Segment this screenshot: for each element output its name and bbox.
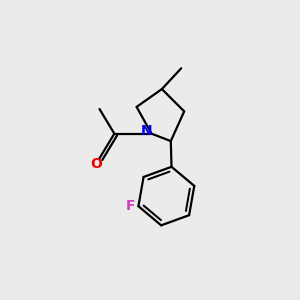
Text: N: N	[140, 124, 152, 138]
Text: F: F	[126, 199, 136, 213]
Text: O: O	[91, 157, 102, 171]
